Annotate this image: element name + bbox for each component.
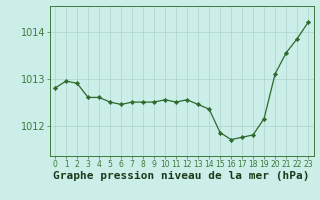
X-axis label: Graphe pression niveau de la mer (hPa): Graphe pression niveau de la mer (hPa) (53, 171, 310, 181)
